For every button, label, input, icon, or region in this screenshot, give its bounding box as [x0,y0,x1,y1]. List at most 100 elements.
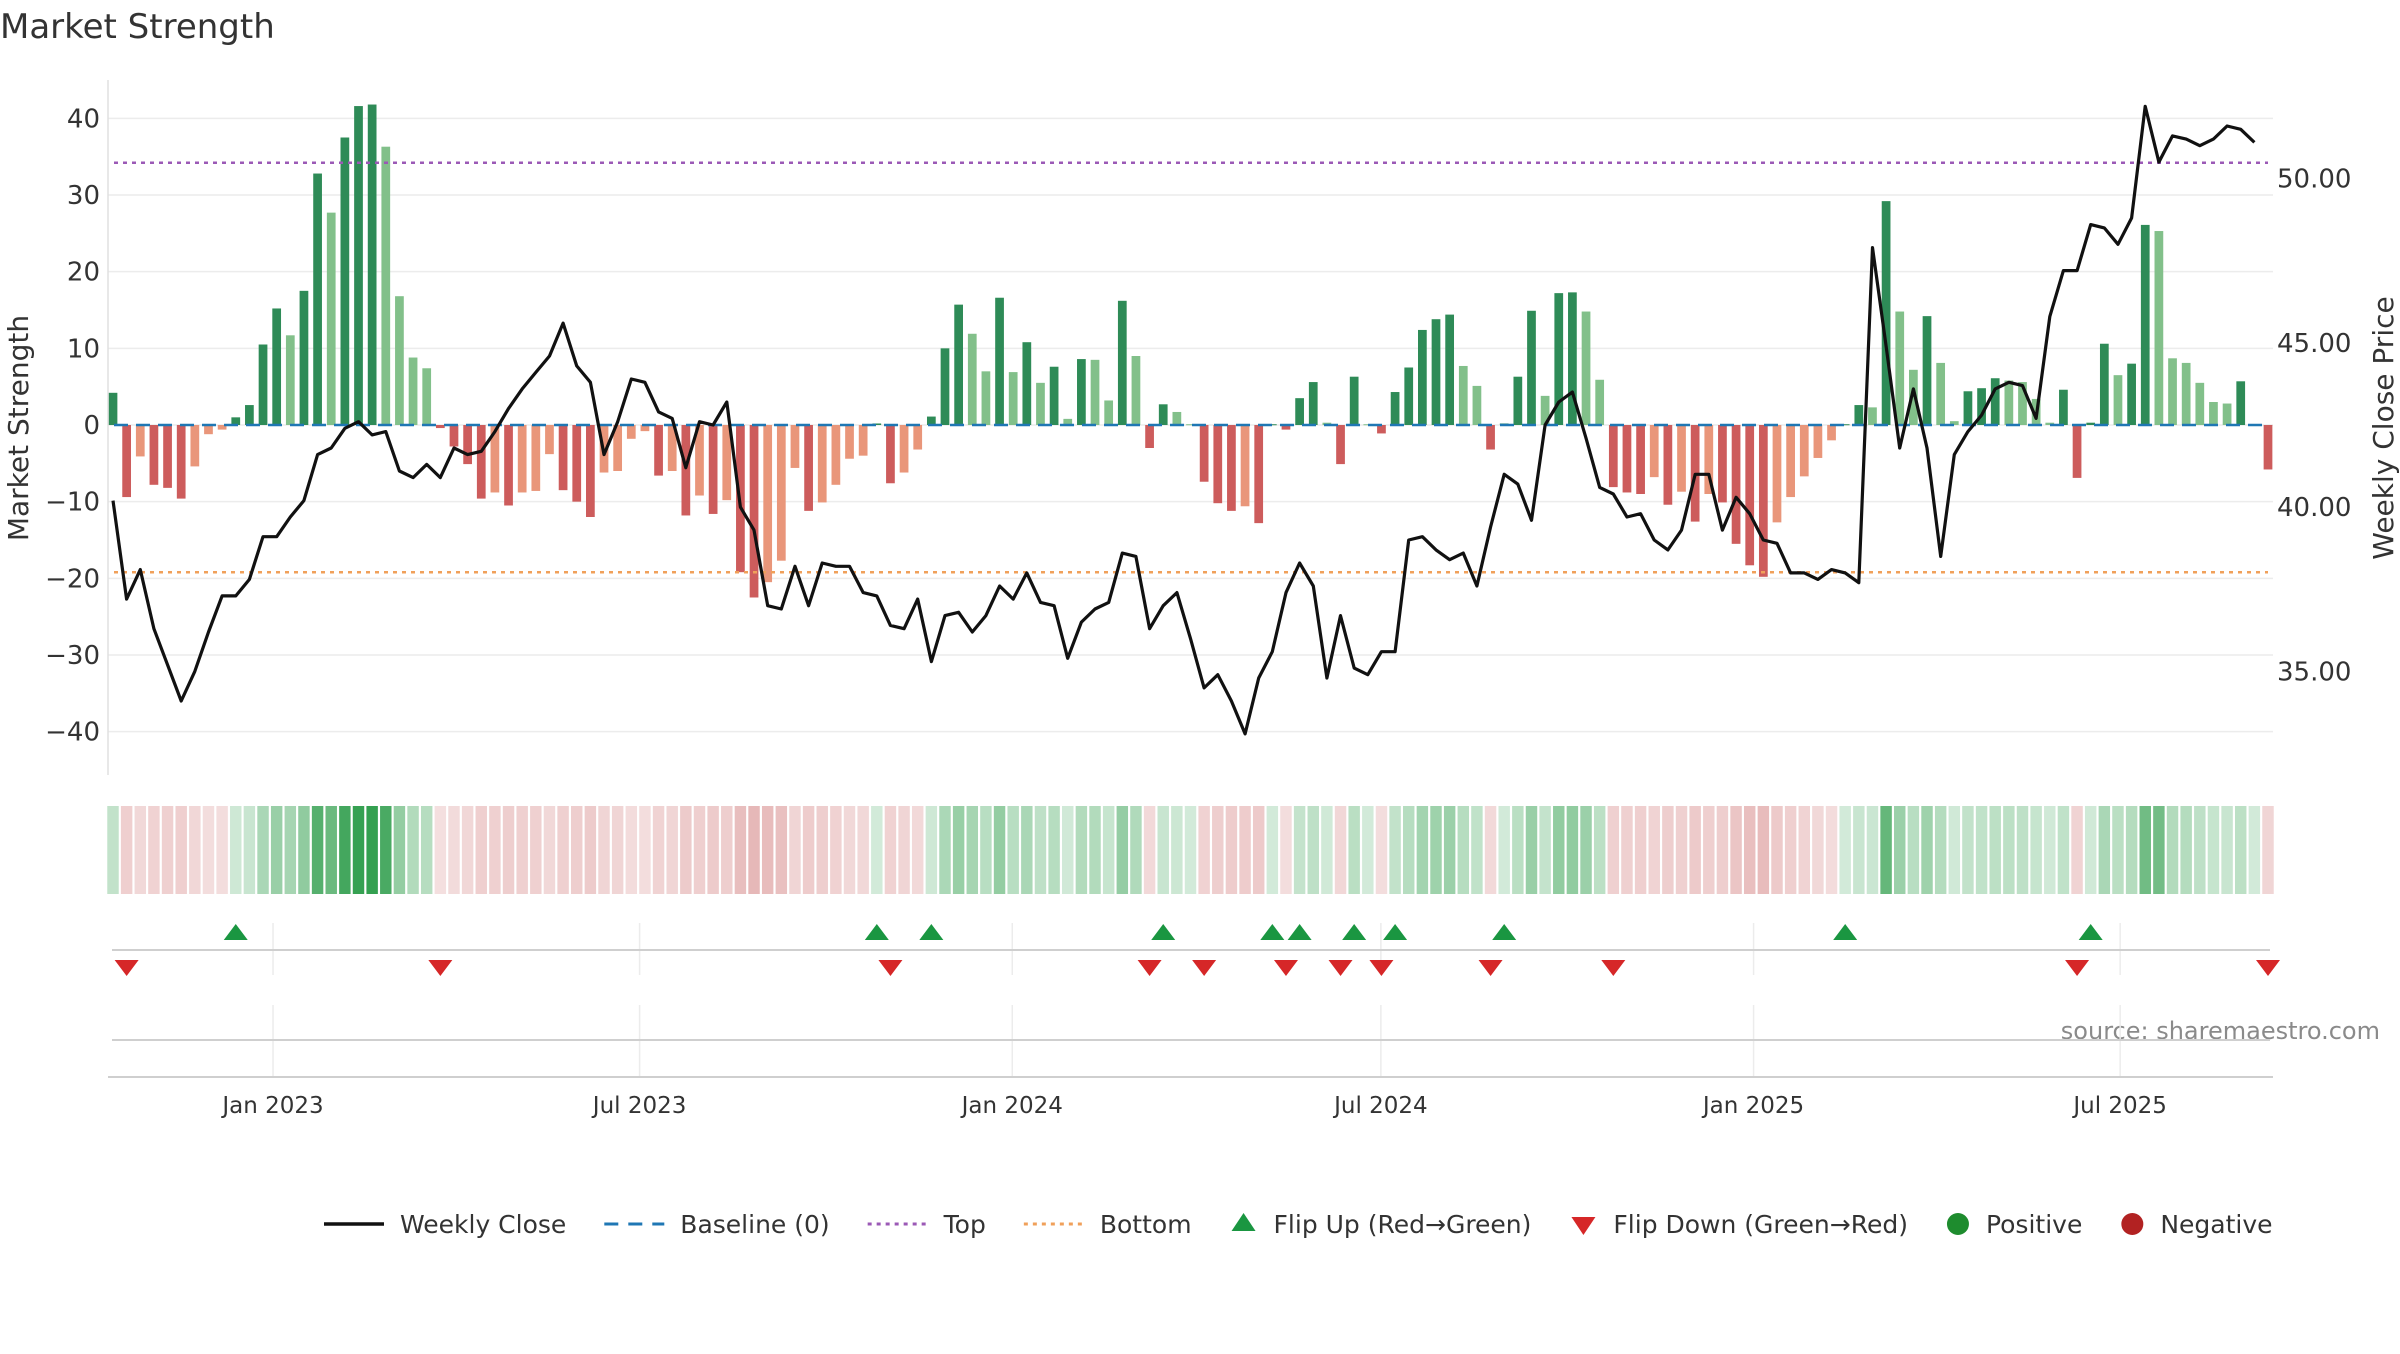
strength-bar [858,425,868,456]
heat-cell [1812,806,1824,894]
legend-swatch-triangle-down [1571,1217,1596,1235]
heat-cell [1634,806,1647,894]
heat-cell [1689,806,1701,894]
strength-bar [2222,403,2232,425]
legend-swatch-circle [2121,1213,2144,1235]
strength-bar [940,348,950,425]
heat-cell [871,806,883,894]
heat-cell [1212,806,1224,894]
y-tick-label-left: 30 [67,181,100,211]
strength-bar [763,425,773,583]
heat-cell [2248,806,2261,894]
heat-cell [611,806,624,894]
flip-up-marker [1287,924,1312,940]
y-tick-label-left: −40 [45,718,100,748]
heat-cell [339,806,351,894]
strength-bar [2086,422,2096,425]
heat-cell [189,806,201,894]
heat-cell [175,806,187,894]
strength-bar [1267,424,1277,426]
strength-bar [1527,310,1536,425]
y-axis-label-left: Market Strength [2,315,35,541]
heat-cell [393,806,406,894]
strength-bar [1077,359,1086,425]
heat-cell [1948,806,1961,894]
strength-bar [1936,362,1946,425]
strength-bar [1431,319,1441,425]
strength-bar [245,405,254,425]
heat-cell [202,806,215,894]
strength-bar [1308,382,1318,425]
strength-bar [1881,201,1891,425]
flip-down-marker [1137,960,1162,976]
strength-bar [1636,425,1645,494]
heat-cell [1730,806,1742,894]
strength-bar [2168,358,2177,425]
x-tick-label: Jul 2024 [1332,1093,1428,1119]
y-tick-label-left: −30 [45,641,100,671]
heat-cell [1307,806,1319,894]
heat-cell [2112,806,2124,894]
strength-bar [1227,425,1236,511]
heat-cell [775,806,788,894]
strength-bar [2236,381,2246,425]
strength-bar [845,425,854,459]
strength-bar [1731,425,1741,544]
strength-bar [1486,425,1495,450]
heat-cell [884,806,897,894]
heat-cell [434,806,447,894]
strength-bar [872,423,882,425]
heat-cell [1798,806,1810,894]
x-tick-label: Jan 2023 [220,1093,323,1119]
heat-cell [1293,806,1306,894]
heat-cell [516,806,528,894]
flip-up-marker [1492,924,1517,940]
legend-label: Bottom [1100,1210,1192,1239]
heat-cell [257,806,269,894]
heat-cell [1484,806,1497,894]
strength-bar [2195,382,2205,425]
strength-bar [1608,425,1618,488]
heat-cell [939,806,951,894]
heat-cell [748,806,760,894]
heat-cell [1825,806,1838,894]
heat-cell [489,806,501,894]
strength-bar [1036,382,1045,425]
strength-bar [1445,314,1455,425]
strength-bar [626,425,636,439]
strength-bar [1008,372,1018,425]
flip-down-marker [2256,960,2280,976]
flip-up-marker [1151,924,1176,940]
strength-bar [340,137,350,425]
flip-down-marker [1601,960,1626,976]
strength-bar [463,425,472,465]
chart-title: Market Strength [0,7,275,47]
flip-down-marker [2065,960,2090,976]
heat-cell [1894,806,1906,894]
strength-bar [1840,424,1850,426]
weekly-close-line [111,104,2256,736]
heat-cell [1662,806,1674,894]
strength-bar [967,333,977,425]
heat-cell [243,806,256,894]
strength-bar [1718,425,1727,503]
heat-cell [830,806,842,894]
strength-bar [1254,425,1264,524]
legend-item: Flip Up (Red→Green) [1231,1210,1531,1239]
strength-bar [695,425,704,496]
strength-bar [1786,425,1795,498]
strength-bar [995,297,1004,425]
heat-cell [2098,806,2111,894]
strength-bar [1172,411,1182,425]
heat-cell [1716,806,1729,894]
heat-cell [1675,806,1688,894]
strength-bar [804,425,813,511]
heat-cell [1184,806,1197,894]
heat-cell [639,806,651,894]
y-tick-label-left: 40 [67,104,100,134]
strength-bar [326,212,336,425]
x-tick-label: Jul 2023 [591,1093,687,1119]
heat-cell [120,806,133,894]
strength-bar [190,425,200,467]
